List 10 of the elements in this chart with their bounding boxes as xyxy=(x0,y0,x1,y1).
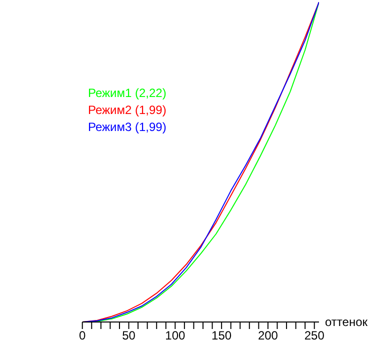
text: Режим1 (2,22) xyxy=(88,85,166,102)
x-tick-label: 200 xyxy=(258,328,278,343)
x-tick-label: 0 xyxy=(79,328,86,343)
text: Режим2 (1,99) xyxy=(88,102,166,119)
x-tick-label: 250 xyxy=(304,328,325,343)
x-tick-label: 50 xyxy=(122,328,136,343)
x-tick-label: 150 xyxy=(212,328,232,343)
text: Режим3 (1,99) xyxy=(88,119,166,136)
x-axis-title: оттенок xyxy=(325,315,368,329)
x-tick-label: 100 xyxy=(165,328,186,343)
